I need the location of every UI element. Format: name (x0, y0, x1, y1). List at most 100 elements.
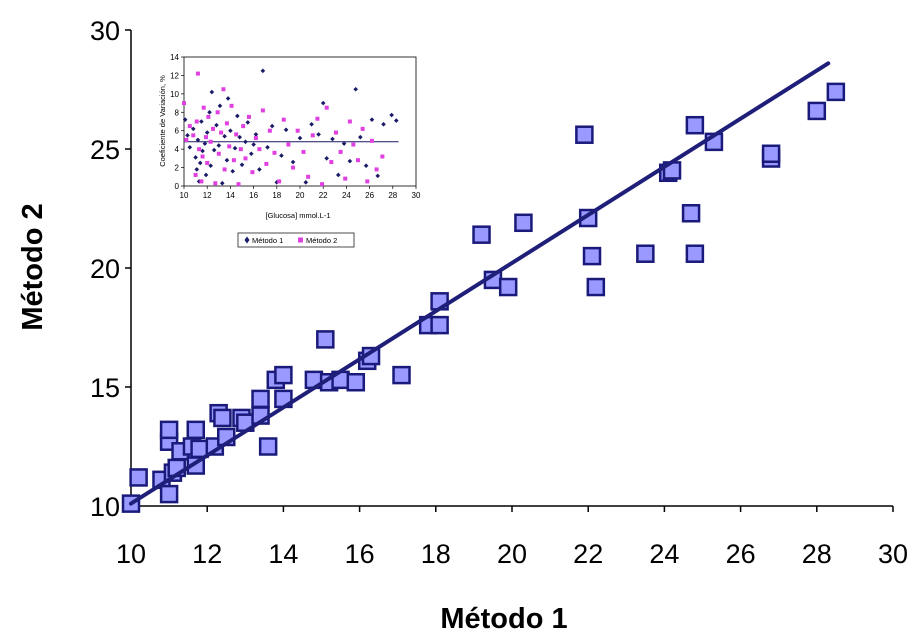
legend-frame (237, 232, 355, 248)
data-point (807, 101, 827, 121)
inset-x-tick-label: 16 (249, 191, 258, 200)
inset-point-metodo-1 (375, 173, 381, 179)
inset-point-metodo-2 (250, 170, 255, 175)
inset-point-metodo-1 (230, 168, 236, 174)
inset-x-tick-label: 20 (296, 191, 305, 200)
inset-point-metodo-2 (264, 161, 269, 166)
inset-point-metodo-1 (224, 157, 230, 163)
inset-point-metodo-1 (202, 141, 208, 146)
inset-point-metodo-1 (243, 139, 248, 145)
x-tick-label: 16 (345, 539, 375, 569)
inset-point-metodo-2 (306, 174, 311, 179)
inset-point-metodo-1 (265, 145, 270, 150)
inset-point-metodo-2 (338, 149, 343, 154)
inset-point-metodo-1 (274, 180, 280, 185)
inset-point-metodo-1 (232, 145, 238, 151)
inset-point-metodo-1 (290, 159, 296, 165)
inset-point-metodo-1 (320, 100, 326, 106)
inset-point-metodo-2 (197, 147, 202, 152)
inset-point-metodo-1 (248, 151, 254, 157)
data-point (346, 372, 366, 392)
inset-point-metodo-2 (365, 179, 370, 184)
inset-point-metodo-2 (369, 138, 374, 143)
inset-point-metodo-2 (351, 142, 356, 147)
data-point (213, 408, 232, 428)
inset-point-metodo-1 (187, 145, 193, 150)
legend-label-metodo-1: Método 1 (252, 236, 283, 245)
inset-x-tick-label: 10 (180, 191, 189, 200)
inset-point-metodo-1 (216, 143, 222, 148)
inset-point-metodo-2 (199, 179, 204, 184)
data-point (251, 389, 270, 409)
inset-point-metodo-1 (203, 172, 209, 178)
inset-point-metodo-2 (310, 133, 315, 138)
inset-point-metodo-1 (297, 135, 303, 141)
x-tick-label: 14 (268, 539, 298, 569)
inset-point-metodo-2 (224, 121, 229, 126)
inset-point-metodo-2 (221, 87, 226, 92)
inset-point-metodo-2 (222, 167, 227, 172)
inset-x-axis-title: [Glucosa] mmol.L-1 (265, 211, 330, 220)
inset-point-metodo-1 (253, 132, 259, 137)
inset-point-metodo-2 (205, 160, 210, 165)
inset-x-tick-label: 12 (203, 191, 212, 200)
y-tick-label: 20 (90, 254, 120, 284)
inset-point-metodo-2 (320, 182, 325, 187)
inset-y-tick-label: 4 (175, 145, 180, 154)
inset-point-metodo-2 (208, 139, 213, 144)
inset-point-metodo-2 (206, 114, 211, 119)
inset-point-metodo-1 (269, 123, 275, 129)
inset-point-metodo-1 (389, 112, 394, 118)
inset-point-metodo-2 (216, 151, 221, 156)
inset-point-metodo-2 (260, 108, 265, 113)
inset-x-tick-label: 30 (412, 191, 421, 200)
x-tick-label: 24 (649, 539, 679, 569)
data-point (392, 365, 411, 385)
y-tick-label: 25 (90, 135, 120, 165)
inset-point-metodo-1 (324, 156, 329, 161)
y-tick-label: 10 (90, 492, 120, 522)
inset-point-metodo-1 (245, 120, 251, 125)
inset-point-metodo-1 (190, 126, 196, 132)
inset-y-tick-label: 14 (170, 53, 179, 62)
inset-point-metodo-1 (309, 121, 314, 127)
inset-point-metodo-2 (301, 149, 306, 154)
inset-legend: Método 1 Método 2 (237, 232, 355, 248)
data-point (159, 420, 179, 440)
inset-point-metodo-1 (363, 163, 369, 169)
data-point (685, 115, 705, 135)
y-tick-label: 30 (90, 16, 120, 46)
inset-point-metodo-2 (380, 154, 385, 159)
inset-point-metodo-2 (267, 128, 272, 133)
inset-point-metodo-2 (187, 124, 192, 129)
inset-point-metodo-1 (185, 133, 190, 138)
inset-point-metodo-2 (236, 182, 241, 187)
inset-point-metodo-2 (286, 142, 291, 147)
data-point (472, 225, 491, 244)
inset-point-metodo-2 (200, 154, 205, 159)
inset-point-metodo-1 (330, 136, 335, 142)
inset-point-metodo-1 (260, 68, 266, 74)
inset-y-tick-label: 8 (175, 108, 180, 117)
inset-x-tick-label: 26 (365, 191, 374, 200)
inset-point-metodo-1 (257, 167, 262, 172)
x-tick-label: 22 (573, 539, 603, 569)
inset-point-metodo-1 (237, 134, 242, 140)
inset-point-metodo-1 (303, 180, 309, 185)
inset-point-metodo-2 (243, 156, 248, 161)
inset-point-metodo-1 (225, 96, 231, 101)
inset-x-tick-label: 24 (342, 191, 351, 200)
inset-point-metodo-2 (291, 165, 296, 170)
inset-point-metodo-2 (295, 128, 300, 133)
x-tick-label: 30 (878, 539, 908, 569)
data-point (186, 420, 206, 440)
legend-marker-metodo-2 (298, 237, 303, 243)
x-tick-label: 12 (192, 539, 222, 569)
inset-point-metodo-1 (393, 118, 399, 123)
y-axis-title: Método 2 (17, 203, 49, 330)
inset-point-metodo-2 (211, 126, 215, 131)
inset-point-metodo-2 (195, 71, 200, 76)
inset-point-metodo-1 (335, 172, 341, 178)
inset-point-metodo-2 (213, 181, 218, 186)
